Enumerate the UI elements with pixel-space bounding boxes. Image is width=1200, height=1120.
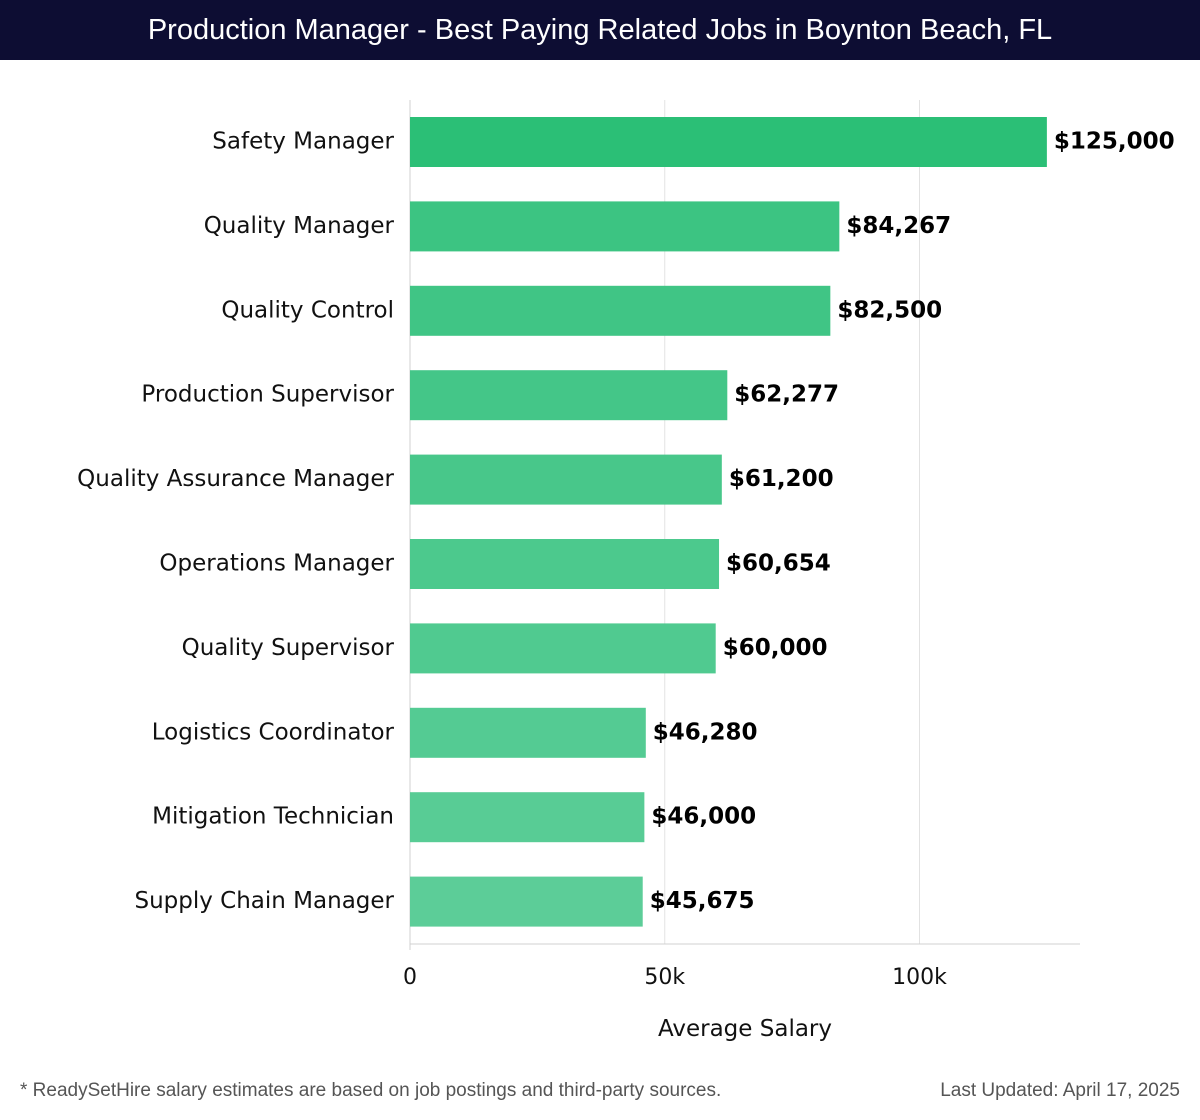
last-updated: Last Updated: April 17, 2025: [940, 1080, 1180, 1101]
category-label: Operations Manager: [159, 551, 394, 577]
category-label: Production Supervisor: [141, 382, 394, 408]
category-label: Supply Chain Manager: [134, 888, 394, 914]
bar: [410, 117, 1047, 167]
value-label: $45,675: [650, 888, 755, 914]
salary-bar-chart: Safety Manager $125,000 Quality Manager $84…: [77, 100, 1175, 1042]
x-tick-label: 0: [403, 965, 417, 990]
bar: [410, 201, 840, 252]
category-label: Safety Manager: [212, 129, 394, 155]
bar: [410, 623, 716, 674]
category-label: Quality Assurance Manager: [77, 466, 394, 492]
bar: [410, 707, 646, 758]
value-label: $61,200: [729, 466, 834, 492]
bar: [410, 370, 728, 421]
value-label: $82,500: [837, 297, 942, 323]
value-label: $60,654: [726, 551, 831, 577]
value-label: $84,267: [846, 213, 951, 239]
bar: [410, 876, 643, 927]
category-label: Quality Manager: [204, 213, 395, 239]
bar: [410, 454, 722, 505]
x-axis-title: Average Salary: [658, 1016, 832, 1042]
chart-title: Production Manager - Best Paying Related…: [0, 0, 1200, 60]
footer-note: * ReadySetHire salary estimates are base…: [20, 1080, 722, 1101]
x-tick-label: 50k: [644, 965, 685, 990]
x-tick-label: 100k: [892, 965, 947, 990]
value-label: $46,280: [653, 719, 758, 745]
category-label: Logistics Coordinator: [152, 719, 395, 745]
bar: [410, 792, 645, 843]
category-label: Mitigation Technician: [152, 804, 394, 830]
value-label: $62,277: [734, 382, 839, 408]
value-label: $46,000: [651, 804, 756, 830]
bar: [410, 285, 831, 336]
value-label: $125,000: [1054, 129, 1175, 155]
category-label: Quality Supervisor: [182, 635, 395, 661]
value-label: $60,000: [723, 635, 828, 661]
category-label: Quality Control: [221, 297, 394, 323]
bar: [410, 539, 720, 589]
